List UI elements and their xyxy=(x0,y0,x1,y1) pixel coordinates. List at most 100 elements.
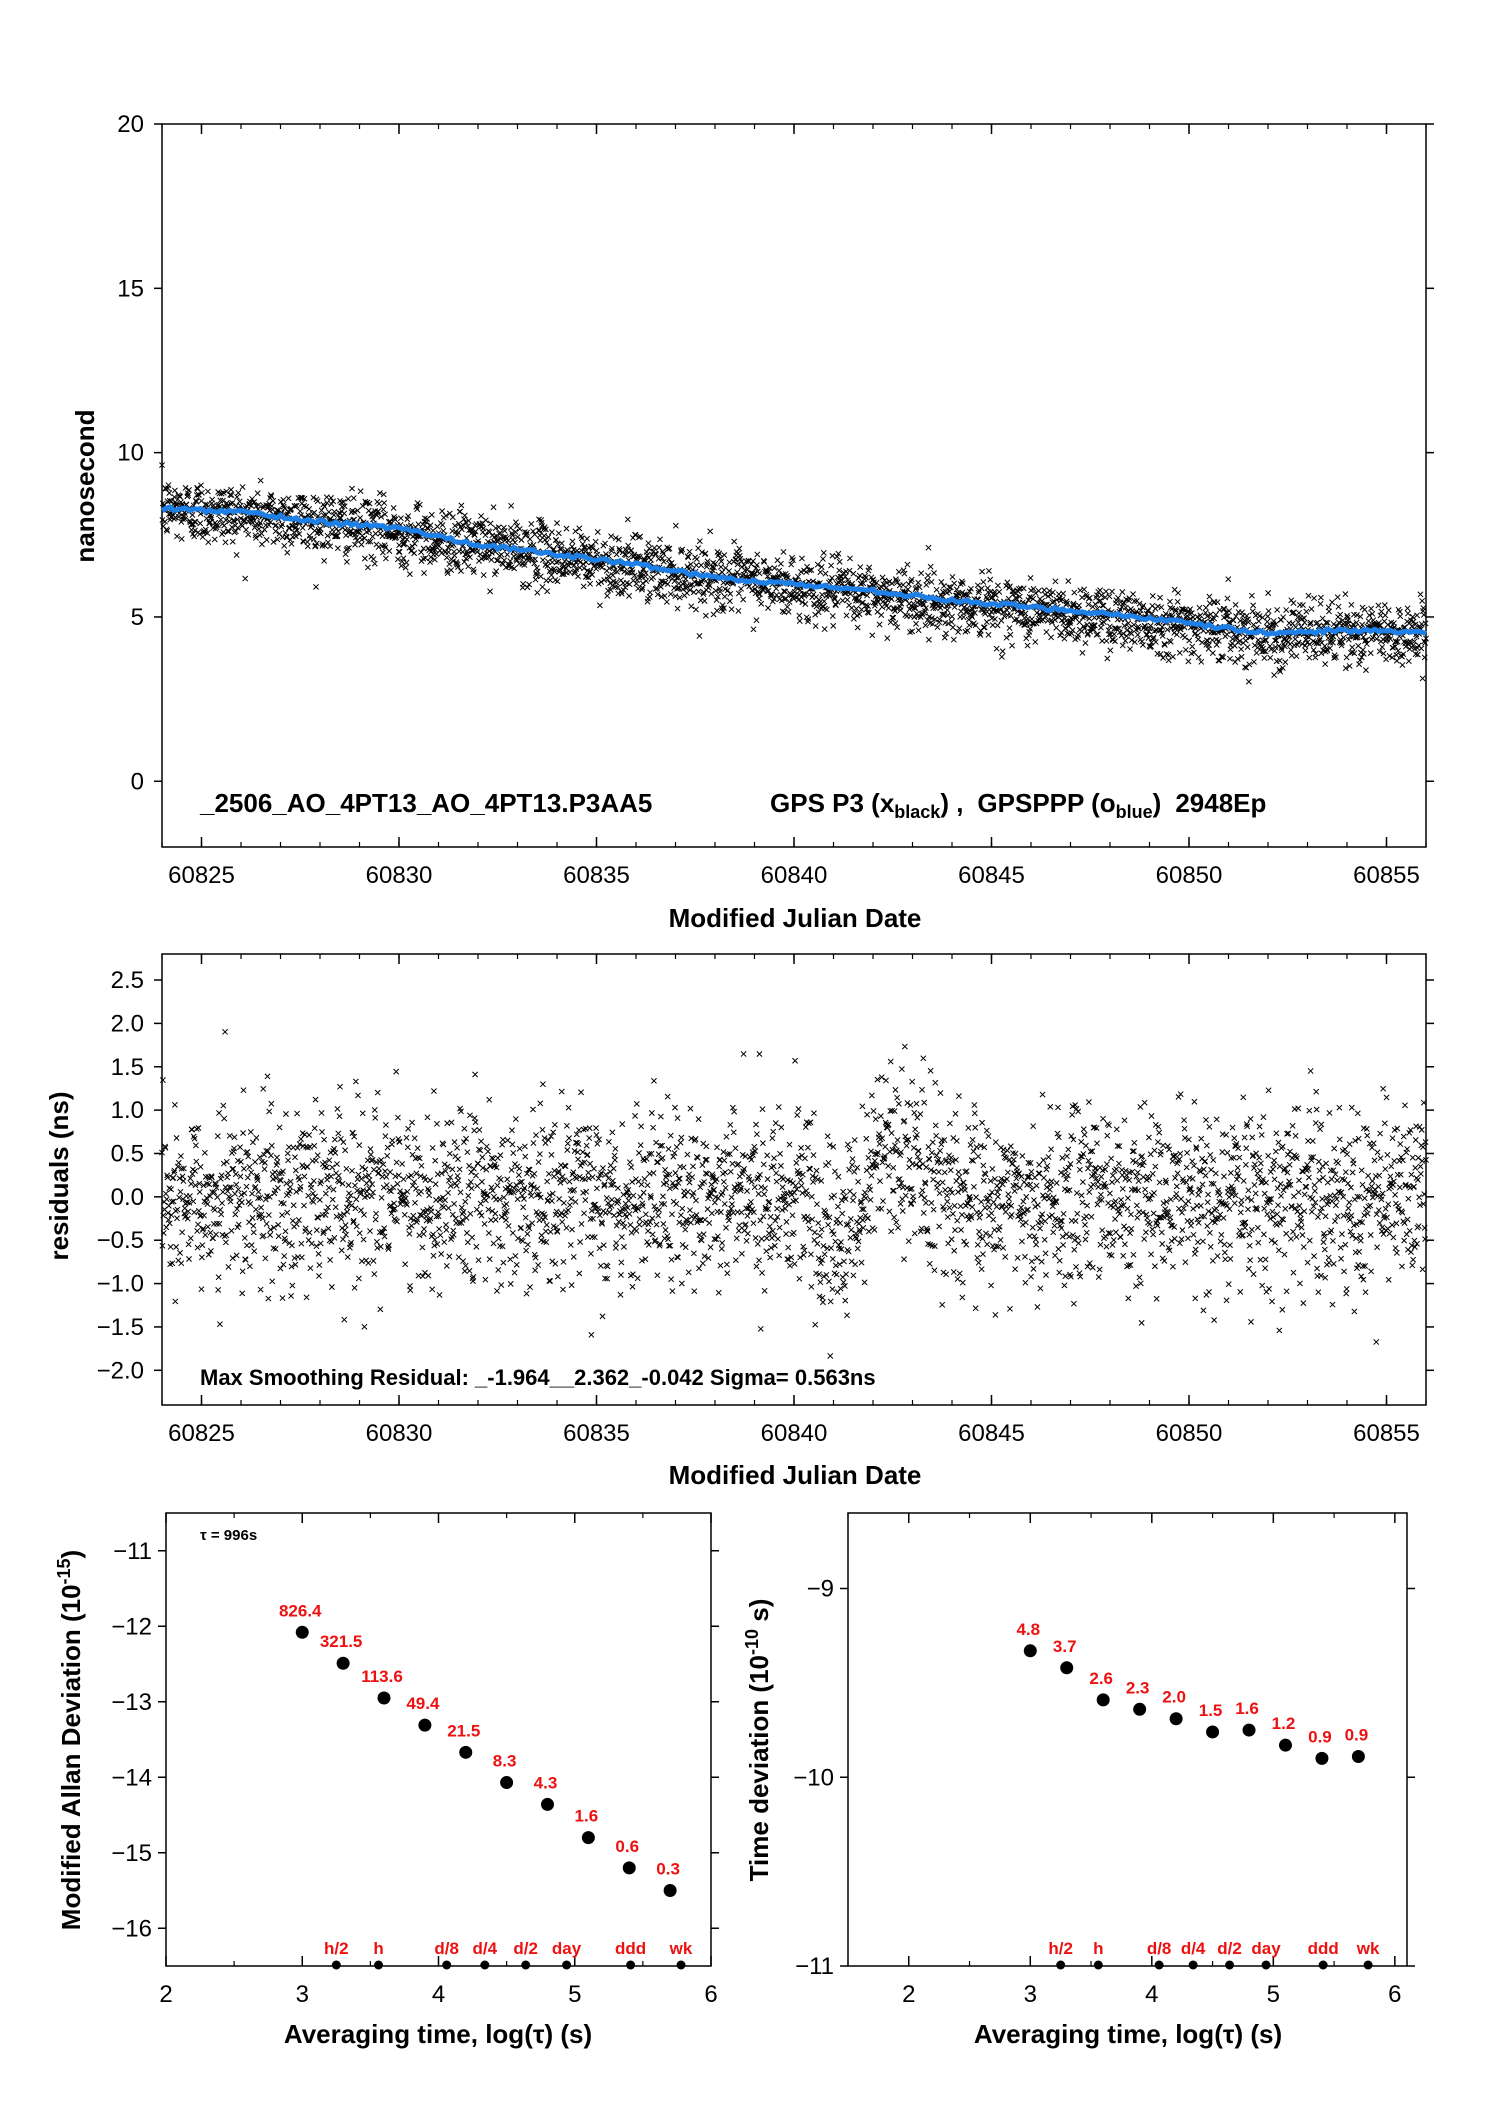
data-point xyxy=(845,1248,852,1255)
data-point xyxy=(1405,658,1412,665)
data-point xyxy=(958,608,965,615)
data-point xyxy=(1053,624,1060,631)
data-point xyxy=(643,578,650,584)
data-point xyxy=(993,645,1000,652)
data-point xyxy=(301,1202,307,1209)
data-point xyxy=(352,1182,358,1189)
data-point xyxy=(542,1228,549,1235)
data-point xyxy=(651,1077,657,1084)
data-point xyxy=(965,616,972,623)
data-point xyxy=(749,570,756,577)
axis-ticks-2 xyxy=(154,954,1434,1405)
data-point xyxy=(999,648,1006,655)
data-point xyxy=(294,1110,301,1117)
annotation-station: _2506_AO_4PT13_AO_4PT13.P3AA5 xyxy=(199,788,652,818)
data-point xyxy=(193,1158,200,1165)
data-point xyxy=(573,566,580,573)
data-point xyxy=(239,1268,246,1275)
data-point xyxy=(645,1228,651,1234)
tick-label: 60835 xyxy=(563,862,630,889)
data-point xyxy=(528,521,535,527)
data-point xyxy=(895,568,902,575)
data-point xyxy=(693,556,700,563)
data-point xyxy=(941,634,948,641)
data-point xyxy=(472,528,479,535)
data-point xyxy=(1399,662,1406,668)
data-point xyxy=(355,1275,362,1282)
data-point xyxy=(1317,600,1324,607)
data-point xyxy=(708,1210,715,1217)
data-point xyxy=(855,1178,862,1185)
data-point xyxy=(229,1255,236,1262)
data-point xyxy=(1299,640,1306,647)
data-point xyxy=(1276,657,1283,664)
data-point xyxy=(791,588,798,595)
data-point xyxy=(1191,649,1197,656)
data-point xyxy=(1097,597,1104,604)
y-axis-label-1: nanosecond xyxy=(70,409,100,562)
data-point xyxy=(808,1283,815,1290)
data-point xyxy=(500,1136,506,1143)
data-point xyxy=(848,1226,855,1233)
data-point xyxy=(729,1201,735,1208)
data-point xyxy=(1329,639,1336,646)
data-point xyxy=(1185,658,1192,665)
data-point xyxy=(1281,643,1288,650)
data-point xyxy=(570,546,577,553)
data-point xyxy=(185,1241,192,1248)
data-point xyxy=(1394,638,1401,645)
data-point xyxy=(186,486,192,493)
data-point xyxy=(1071,589,1078,596)
data-point xyxy=(621,568,628,575)
data-point xyxy=(934,1180,941,1187)
data-point xyxy=(674,1115,681,1122)
data-point xyxy=(270,497,277,504)
data-point xyxy=(213,521,219,528)
data-point xyxy=(938,578,945,585)
data-point xyxy=(1061,635,1068,642)
data-point xyxy=(230,1165,237,1172)
data-point xyxy=(854,1245,861,1252)
data-point xyxy=(198,489,205,496)
data-point xyxy=(878,612,885,618)
data-point xyxy=(186,1193,193,1200)
data-point xyxy=(797,1254,804,1261)
data-point xyxy=(751,570,758,577)
data-point xyxy=(901,1043,908,1050)
data-point xyxy=(359,1164,366,1171)
data-point xyxy=(602,551,609,558)
data-point xyxy=(239,1290,246,1297)
data-point xyxy=(746,583,753,590)
legend-gps-p3: GPS P3 (x xyxy=(770,788,895,818)
data-point xyxy=(252,1159,259,1165)
data-point xyxy=(760,587,767,593)
data-point xyxy=(843,1271,850,1278)
data-point xyxy=(712,560,719,567)
data-point xyxy=(505,1223,512,1229)
data-point xyxy=(310,1177,317,1184)
data-point xyxy=(707,1244,714,1251)
data-point xyxy=(177,493,183,500)
data-point xyxy=(482,532,489,539)
data-point xyxy=(1272,644,1279,651)
data-point xyxy=(869,632,876,639)
panel-residuals: −2.0−1.5−1.0−0.50.00.51.01.52.02.5 60825… xyxy=(44,953,1434,1490)
data-point xyxy=(512,1252,519,1259)
data-point xyxy=(1010,606,1017,612)
data-point xyxy=(382,511,388,518)
data-point xyxy=(222,517,229,524)
data-point xyxy=(922,622,929,629)
data-point xyxy=(735,607,742,614)
data-point xyxy=(424,1114,431,1121)
data-point xyxy=(929,1139,936,1146)
data-point xyxy=(280,496,287,503)
data-point xyxy=(597,1263,604,1269)
data-point xyxy=(564,1140,571,1147)
data-point xyxy=(555,530,562,537)
data-point xyxy=(242,575,249,582)
data-point xyxy=(699,1162,706,1168)
data-point xyxy=(750,626,757,633)
data-point xyxy=(633,1100,640,1107)
data-point xyxy=(498,1282,505,1289)
data-point xyxy=(1202,609,1209,616)
